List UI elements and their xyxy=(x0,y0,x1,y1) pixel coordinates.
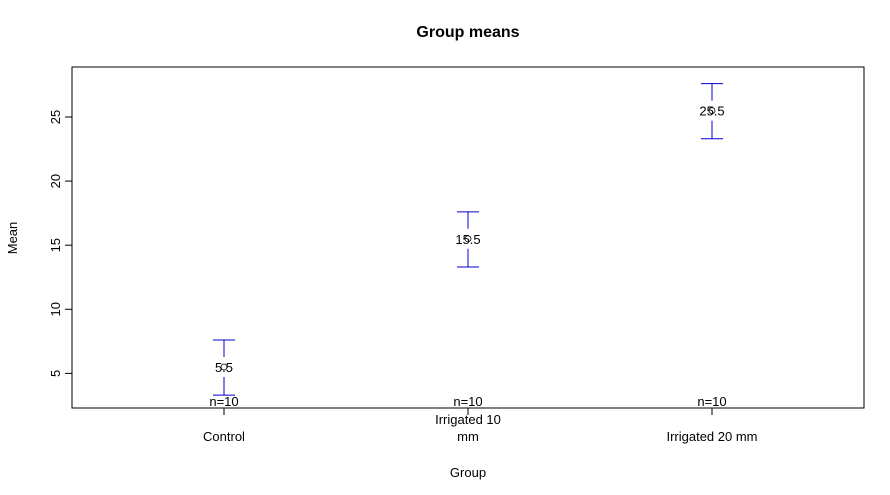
y-axis-label: Mean xyxy=(5,222,20,255)
y-axis: 5 10 15 20 25 xyxy=(48,110,73,377)
x-axis-label: Group xyxy=(450,465,486,480)
x-tick-label: Irrigated 20 mm xyxy=(666,429,757,444)
mean-point xyxy=(708,107,716,114)
n-label: n=10 xyxy=(697,394,726,409)
mean-point xyxy=(464,235,472,243)
error-bar xyxy=(457,211,479,268)
error-bar xyxy=(701,83,723,140)
x-tick-label: Irrigated 10 xyxy=(435,412,501,427)
mean-point xyxy=(220,363,228,371)
x-tick-label: mm xyxy=(457,429,479,444)
y-tick-label: 10 xyxy=(48,302,63,316)
y-tick-label: 25 xyxy=(48,110,63,124)
chart-title: Group means xyxy=(416,24,519,41)
n-label: n=10 xyxy=(453,394,482,409)
chart-marks: 5.5 n=10 15.5 n=10 25.5 n=10 xyxy=(209,83,727,409)
x-tick-label: Control xyxy=(203,429,245,444)
y-tick-label: 20 xyxy=(48,174,63,188)
mean-label: 25.5 xyxy=(699,104,724,119)
y-tick-label: 5 xyxy=(48,370,63,377)
mean-label: 5.5 xyxy=(215,360,233,375)
mean-label: 15.5 xyxy=(455,232,480,247)
error-bar xyxy=(213,339,235,396)
x-axis: Control Irrigated 10 mm Irrigated 20 mm xyxy=(203,407,758,444)
y-tick-label: 15 xyxy=(48,238,63,252)
n-label: n=10 xyxy=(209,394,238,409)
